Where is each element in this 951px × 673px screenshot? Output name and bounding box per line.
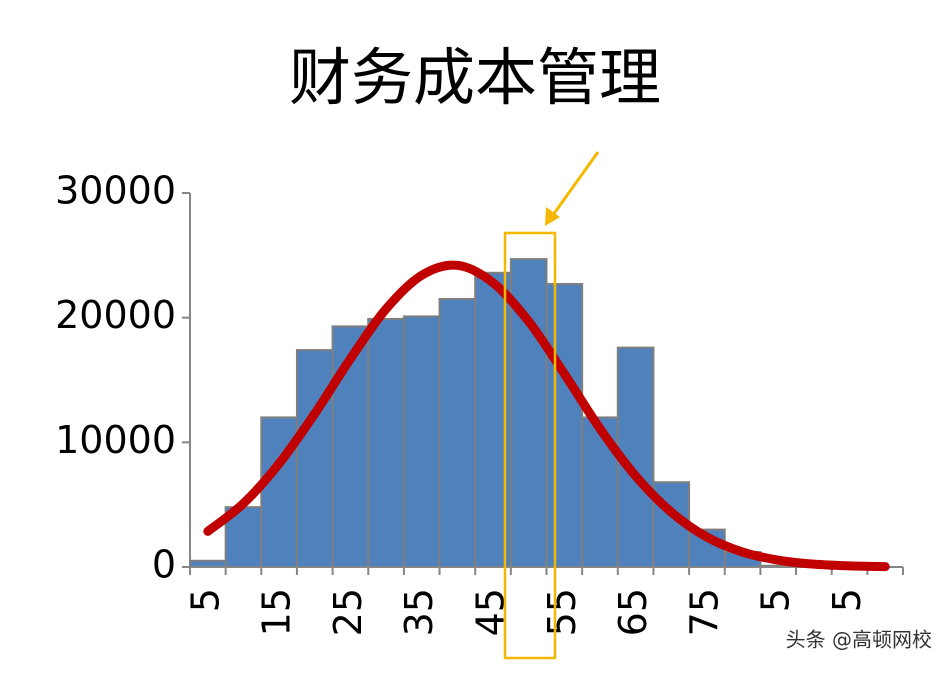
y-tick-label: 30000 (55, 169, 176, 213)
x-tick-label: 5 (825, 588, 869, 612)
bar (367, 317, 405, 568)
x-tick-label: 25 (326, 588, 370, 636)
x-tick-label: 15 (255, 588, 299, 636)
x-tick-label: 5 (754, 588, 798, 612)
bar (295, 349, 334, 568)
bar (438, 297, 477, 568)
bar (545, 283, 584, 568)
y-tick-label: 10000 (55, 418, 176, 462)
arrow-shaft (551, 151, 600, 216)
normal-curve (203, 260, 890, 572)
x-tick-label: 35 (397, 588, 441, 636)
watermark: 头条 @高顿网校 (786, 628, 932, 652)
x-tick-label: 65 (611, 588, 655, 636)
highlight-box (503, 231, 557, 660)
bar (402, 315, 441, 569)
y-tick-label: 20000 (55, 293, 176, 337)
chart-title: 财务成本管理 (289, 41, 661, 114)
arrow-head (545, 207, 560, 226)
y-tick-label: 0 (152, 543, 176, 587)
x-tick-label: 55 (540, 588, 584, 636)
x-tick-label: 5 (183, 588, 227, 612)
x-tick-label: 75 (682, 588, 726, 636)
